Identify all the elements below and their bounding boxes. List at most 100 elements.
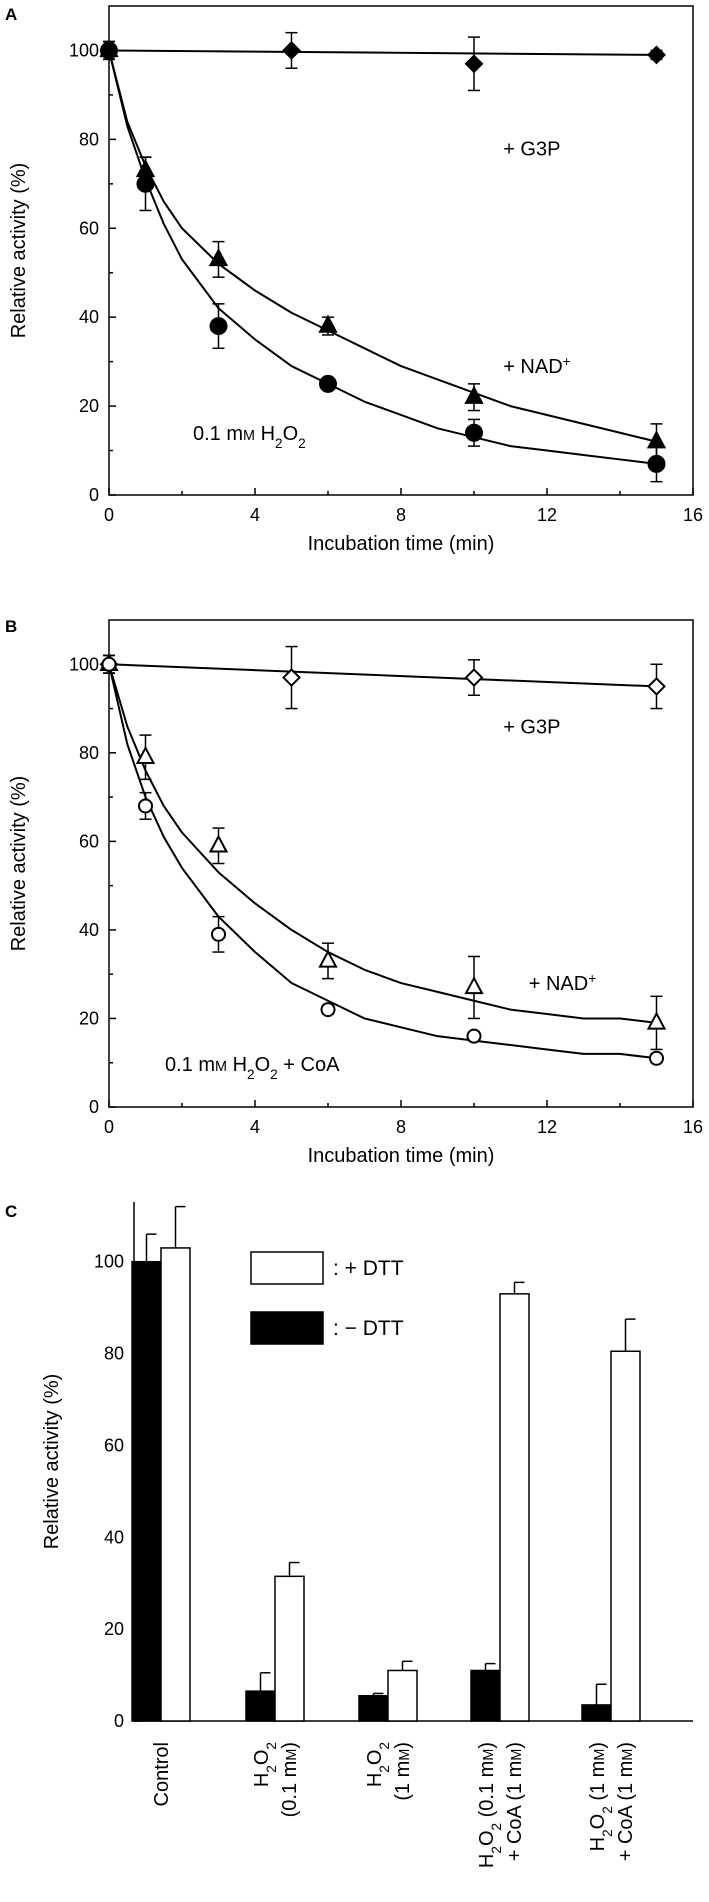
bar bbox=[387, 1669, 418, 1722]
fit-curve bbox=[108, 50, 657, 465]
bar bbox=[499, 1293, 530, 1722]
y-tick-label: 80 bbox=[79, 743, 99, 763]
text-span: O bbox=[364, 1750, 386, 1766]
text-span: ) bbox=[615, 1742, 637, 1749]
data-point bbox=[208, 834, 229, 853]
bar bbox=[581, 1704, 612, 1722]
y-tick-label: 40 bbox=[79, 920, 99, 940]
y-axis-label: Relative activity (%) bbox=[8, 776, 30, 952]
subscript: 2 bbox=[489, 1823, 504, 1831]
text-span: ) bbox=[392, 1742, 414, 1749]
unit-small-caps: M bbox=[592, 1749, 608, 1761]
x-tick-label: 4 bbox=[250, 505, 260, 525]
data-point bbox=[135, 745, 156, 764]
category-label-line: H2O2 bbox=[364, 1742, 392, 1787]
series-label: + NAD+ bbox=[503, 354, 570, 379]
text-span: ) bbox=[279, 1742, 301, 1749]
bar bbox=[274, 1575, 305, 1722]
y-tick-label: 0 bbox=[89, 1097, 99, 1117]
y-tick-label: 80 bbox=[104, 1344, 124, 1364]
y-tick-label: 20 bbox=[79, 396, 99, 416]
subscript: 2 bbox=[264, 1765, 279, 1773]
data-point bbox=[464, 668, 484, 687]
category-label-line: (0.1 mM) bbox=[279, 1742, 301, 1817]
bar bbox=[160, 1247, 191, 1722]
data-point bbox=[318, 314, 338, 333]
panel-letter: B bbox=[5, 617, 17, 636]
panel-a: A 0 4 8 12 16 0 20 40 60 80 100 Incubation time (min… bbox=[5, 5, 703, 555]
bar bbox=[245, 1690, 276, 1722]
panel-c: C 0 20 40 60 80 100 Relative activity (%): + DT… bbox=[5, 1202, 693, 1868]
unit-small-caps: M bbox=[620, 1749, 636, 1761]
data-point bbox=[465, 423, 483, 442]
panel-letter: A bbox=[5, 5, 17, 24]
data-point bbox=[318, 949, 338, 968]
text-span: + CoA bbox=[278, 1054, 340, 1076]
category-label-line: H2O2 (1 mM) bbox=[587, 1742, 615, 1851]
data-point bbox=[466, 1028, 482, 1044]
legend-label: : − DTT bbox=[333, 1317, 404, 1340]
condition-label: 0.1 mM H2O2 + CoA bbox=[165, 1054, 340, 1082]
y-tick-label: 60 bbox=[79, 831, 99, 851]
data-point bbox=[138, 798, 153, 814]
subscript: 2 bbox=[377, 1765, 392, 1773]
text-span: O bbox=[251, 1750, 273, 1766]
y-tick-label: 20 bbox=[104, 1619, 124, 1639]
x-tick-label: 16 bbox=[683, 1117, 703, 1137]
y-tick-label: 100 bbox=[94, 1252, 124, 1272]
data-point bbox=[464, 385, 484, 404]
data-point bbox=[464, 54, 484, 74]
category-label-line: (1 mM) bbox=[392, 1742, 414, 1801]
category-label-line: H2O2 bbox=[251, 1742, 279, 1787]
text-span: O bbox=[255, 1054, 271, 1076]
y-tick-label: 40 bbox=[79, 307, 99, 327]
bar bbox=[131, 1260, 162, 1722]
bar bbox=[610, 1350, 641, 1722]
bar bbox=[470, 1669, 501, 1722]
category-label-line: Control bbox=[151, 1742, 173, 1806]
data-point bbox=[136, 174, 155, 193]
text-span: (1 m bbox=[587, 1761, 609, 1807]
data-point bbox=[320, 1002, 336, 1018]
y-axis-label: Relative activity (%) bbox=[8, 163, 30, 339]
fit-curve bbox=[108, 663, 657, 1024]
panel-b: B 0 4 8 12 16 0 20 40 60 80 100 Incubation time (min… bbox=[5, 617, 703, 1167]
category-label-line: + CoA (1 mM) bbox=[615, 1742, 637, 1861]
text-span: H bbox=[255, 423, 275, 445]
y-tick-label: 40 bbox=[104, 1527, 124, 1547]
data-point bbox=[282, 668, 301, 687]
text-span: O bbox=[587, 1814, 609, 1830]
subscript: 2 bbox=[377, 1742, 392, 1750]
superscript: + bbox=[588, 971, 596, 986]
y-tick-label: 0 bbox=[89, 485, 99, 505]
panel-letter: C bbox=[5, 1202, 17, 1221]
y-tick-label: 60 bbox=[79, 218, 99, 238]
bar-series-0 bbox=[131, 1233, 612, 1722]
fit-curve bbox=[108, 50, 657, 443]
data-point bbox=[209, 317, 228, 336]
text-span: O bbox=[476, 1830, 498, 1846]
data-point bbox=[100, 41, 118, 60]
unit-small-caps: M bbox=[284, 1749, 300, 1761]
y-axis-label: Relative activity (%) bbox=[41, 1374, 63, 1550]
data-point bbox=[282, 41, 301, 60]
text-span: H bbox=[227, 1054, 247, 1076]
y-tick-label: 0 bbox=[114, 1711, 124, 1731]
legend: : + DTT: − DTT bbox=[250, 1251, 404, 1345]
x-tick-label: 8 bbox=[396, 1117, 406, 1137]
series-2 bbox=[100, 40, 666, 483]
category-label-line: + CoA (1 mM) bbox=[504, 1742, 526, 1861]
x-tick-label: 0 bbox=[104, 1117, 114, 1137]
plot-frame bbox=[108, 619, 694, 1108]
data-point bbox=[101, 656, 117, 672]
text-span: ) bbox=[504, 1742, 526, 1749]
data-point bbox=[649, 1050, 664, 1066]
text-span: (0.1 m bbox=[476, 1761, 498, 1823]
fit-curve bbox=[108, 663, 657, 688]
subscript: 2 bbox=[298, 436, 306, 451]
data-point bbox=[647, 676, 666, 696]
series-0 bbox=[99, 31, 666, 92]
x-tick-label: 0 bbox=[104, 505, 114, 525]
series-label: + NAD+ bbox=[529, 971, 596, 996]
